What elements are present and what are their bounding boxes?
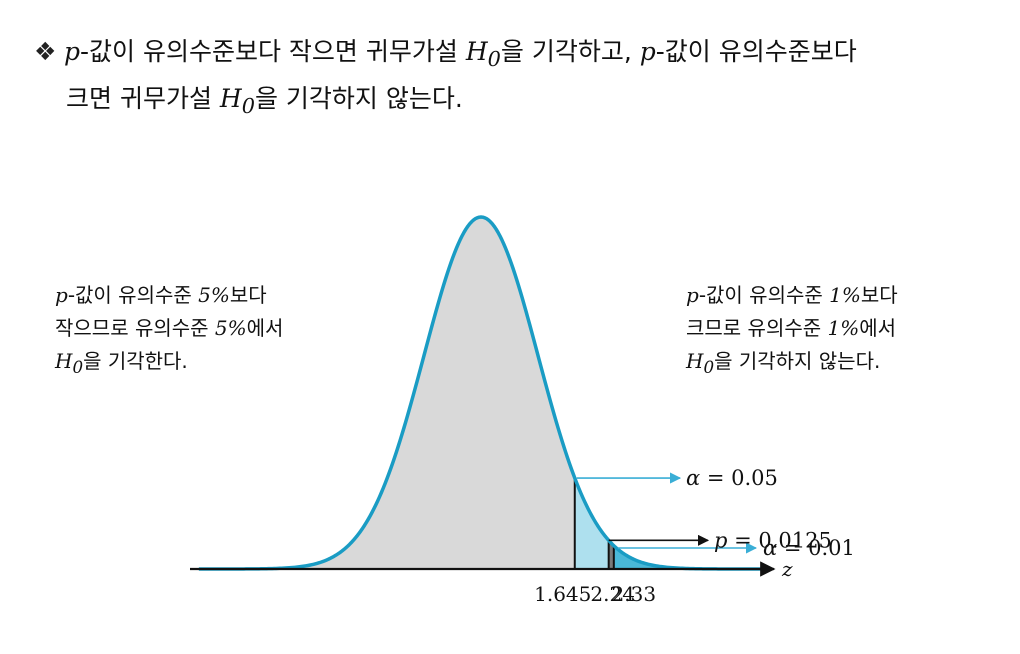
- alpha-001-region: [613, 545, 764, 569]
- intro-text: ❖ p-값이 유의수준보다 작으면 귀무가설 H0을 기각하고, p-값이 유의수…: [34, 32, 974, 126]
- right-note: p-값이 유의수준 1%보다 크므로 유의수준 1%에서 H0을 기각하지 않는…: [686, 283, 898, 377]
- tick-label-224: 2.24: [590, 582, 635, 606]
- tick-label-1645: 1.645: [534, 582, 591, 606]
- intro-line-2: 크면 귀무가설 H0을 기각하지 않는다.: [66, 84, 463, 118]
- intro-line-1: ❖ p-값이 유의수준보다 작으면 귀무가설 H0을 기각하고, p-값이 유의수…: [34, 32, 974, 79]
- alpha-005-label: α = 0.05: [686, 466, 778, 490]
- left-note: p-값이 유의수준 5%보다 작으므로 유의수준 5%에서 H0을 기각한다.: [55, 283, 284, 377]
- alpha-001-label: α = 0.01: [763, 536, 855, 560]
- diamond-bullet-icon: ❖: [34, 37, 57, 66]
- x-axis-label: z: [781, 557, 793, 581]
- p-value-region: [608, 540, 614, 569]
- curve-body-area: [198, 217, 575, 569]
- p-value-label: p = 0.0125: [714, 528, 832, 552]
- normal-density-curve: [198, 215, 764, 571]
- tick-label-233: 2.33: [612, 582, 657, 606]
